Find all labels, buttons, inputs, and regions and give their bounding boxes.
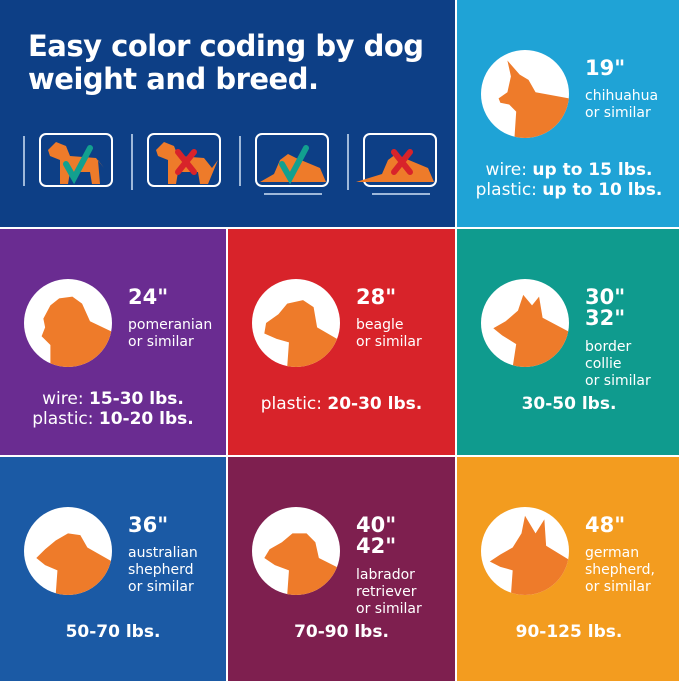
- breed-text: or similar: [356, 334, 422, 350]
- weight-value: up to 15 lbs.: [532, 160, 653, 180]
- breed-text: or similar: [585, 105, 651, 121]
- weight-value: up to 10 lbs.: [542, 180, 663, 200]
- crate-example: [239, 133, 329, 195]
- crate-size-tile: 24" pomeranian or similar wire: 15-30 lbs. p…: [0, 229, 226, 455]
- weight-value: 70-90 lbs.: [294, 622, 389, 642]
- weight-value: 20-30 lbs.: [327, 394, 423, 414]
- crate-fit-examples: [23, 133, 437, 195]
- crate-type: wire:: [42, 389, 89, 409]
- breed-text: or similar: [128, 334, 194, 350]
- breed-text: or similar: [128, 579, 194, 595]
- check-icon: [63, 145, 93, 185]
- breed-text: labrador: [356, 567, 415, 583]
- weight-range: 30-50 lbs.: [457, 394, 679, 414]
- headline-panel: Easy color coding by dog weight and bree…: [0, 0, 455, 227]
- crate-size: 28": [356, 287, 396, 308]
- size-label: 28": [356, 285, 397, 309]
- crate-size-tile: 28" beagle or similar plastic: 20-30 lbs.: [228, 229, 455, 455]
- headline: Easy color coding by dog weight and bree…: [28, 29, 424, 96]
- crate-example: [23, 133, 113, 187]
- breed-text: chihuahua: [585, 88, 659, 104]
- size-label: 19": [585, 56, 626, 80]
- dog-silhouette-icon: [24, 279, 112, 367]
- size-label: 36": [128, 513, 169, 537]
- crate-size-tile: 30" 32" border collie or similar 30-50 lbs.: [457, 229, 679, 455]
- crate-size: 48": [585, 515, 625, 536]
- breed-text: or similar: [356, 601, 422, 617]
- dog-silhouette-icon: [24, 507, 112, 595]
- size-label: 48": [585, 513, 626, 537]
- x-icon: [175, 149, 197, 175]
- crate-size-tile: 36" australian shepherd or similar 50-70 lbs…: [0, 457, 226, 681]
- size-label: 40": [356, 513, 397, 537]
- check-icon: [279, 145, 309, 185]
- crate-example: [347, 133, 437, 195]
- dog-silhouette-icon: [481, 279, 569, 367]
- weight-value: 10-20 lbs.: [98, 409, 194, 429]
- breed-text: german: [585, 545, 640, 561]
- breed-text: collie: [585, 356, 622, 372]
- weight-value: 15-30 lbs.: [88, 389, 184, 409]
- size-label: 30": [585, 285, 626, 309]
- weight-range: plastic: 20-30 lbs.: [228, 394, 455, 414]
- crate-size: 36": [128, 515, 168, 536]
- dog-silhouette-icon: [252, 279, 340, 367]
- weight-range: 70-90 lbs.: [228, 622, 455, 642]
- breed-text: shepherd,: [585, 562, 655, 578]
- crate-size: 40" 42": [356, 515, 396, 557]
- weight-value: 50-70 lbs.: [65, 622, 161, 642]
- breed-text: pomeranian: [128, 317, 213, 333]
- size-label-alt: 42": [356, 534, 397, 558]
- weight-value: 90-125 lbs.: [515, 622, 623, 642]
- breed-text: beagle: [356, 317, 404, 333]
- breed-text: australian: [128, 545, 198, 561]
- crate-type: plastic:: [260, 394, 328, 414]
- crate-size-tile: 19" chihuahua or similar wire: up to 15 lbs…: [457, 0, 679, 227]
- weight-range: 50-70 lbs.: [0, 622, 226, 642]
- crate-example: [131, 133, 221, 190]
- dog-silhouette-icon: [252, 507, 340, 595]
- breed-text: or similar: [585, 579, 651, 595]
- breed-text: retriever: [356, 584, 417, 600]
- size-label: 24": [128, 285, 169, 309]
- weight-value: 30-50 lbs.: [521, 394, 617, 414]
- weight-range: wire: 15-30 lbs.: [0, 389, 226, 409]
- breed-text: shepherd: [128, 562, 194, 578]
- size-label-alt: 32": [585, 306, 626, 330]
- crate-type: plastic:: [475, 180, 543, 200]
- weight-range: plastic: 10-20 lbs.: [0, 409, 226, 429]
- crate-size: 19": [585, 58, 625, 79]
- crate-size: 24": [128, 287, 168, 308]
- weight-range: 90-125 lbs.: [457, 622, 679, 642]
- weight-range: wire: up to 15 lbs.: [457, 160, 679, 180]
- crate-size-tile: 48" german shepherd, or similar 90-125 lbs.: [457, 457, 679, 681]
- crate-size: 30" 32": [585, 287, 625, 329]
- crate-size-tile: 40" 42" labrador retriever or similar 70-90 l…: [228, 457, 455, 681]
- weight-range: plastic: up to 10 lbs.: [457, 180, 679, 200]
- crate-type: wire:: [485, 160, 533, 180]
- dog-silhouette-icon: [481, 507, 569, 595]
- breed-text: border: [585, 339, 632, 355]
- crate-type: plastic:: [32, 409, 99, 429]
- x-icon: [391, 149, 413, 175]
- breed-text: or similar: [585, 373, 651, 389]
- dog-silhouette-icon: [481, 50, 569, 138]
